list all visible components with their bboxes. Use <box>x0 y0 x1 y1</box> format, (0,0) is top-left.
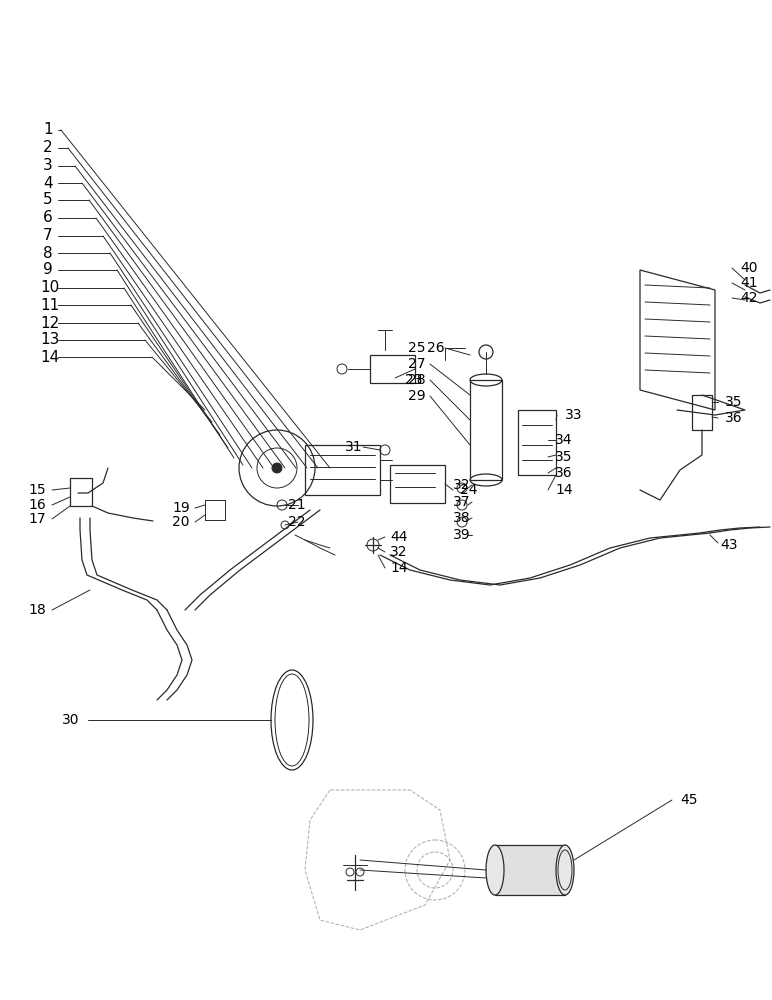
Text: 36: 36 <box>555 466 573 480</box>
Text: 1: 1 <box>43 122 52 137</box>
Text: 32: 32 <box>390 545 408 559</box>
Bar <box>370 355 415 383</box>
Text: 45: 45 <box>680 793 697 807</box>
Text: 30: 30 <box>62 713 80 727</box>
Text: 23: 23 <box>405 373 422 387</box>
Text: 12: 12 <box>40 316 59 330</box>
Text: 17: 17 <box>28 512 46 526</box>
Text: 38: 38 <box>453 511 471 525</box>
Text: 44: 44 <box>390 530 408 544</box>
Text: 10: 10 <box>40 280 59 296</box>
Text: 21: 21 <box>288 498 306 512</box>
Text: 7: 7 <box>43 229 52 243</box>
Text: 2: 2 <box>43 140 52 155</box>
Text: 24: 24 <box>460 483 478 497</box>
Text: 5: 5 <box>43 192 52 208</box>
Text: 15: 15 <box>28 483 46 497</box>
Text: 40: 40 <box>740 261 757 275</box>
Text: 4: 4 <box>43 176 52 190</box>
Text: 35: 35 <box>725 395 743 409</box>
Text: 25: 25 <box>408 341 425 355</box>
Text: 43: 43 <box>720 538 737 552</box>
Text: 11: 11 <box>40 298 59 312</box>
Bar <box>495 845 565 895</box>
Text: 31: 31 <box>345 440 363 454</box>
Bar <box>518 410 556 475</box>
Text: 6: 6 <box>43 211 52 226</box>
Text: 18: 18 <box>28 603 46 617</box>
Text: 37: 37 <box>453 495 470 509</box>
Text: 22: 22 <box>288 515 306 529</box>
Text: 32: 32 <box>453 478 470 492</box>
Text: 3: 3 <box>43 158 52 174</box>
Text: 14: 14 <box>390 561 408 575</box>
Ellipse shape <box>486 845 504 895</box>
Bar <box>470 380 502 480</box>
Bar <box>70 478 92 506</box>
Text: 26: 26 <box>427 341 445 355</box>
Text: 27: 27 <box>408 357 425 371</box>
Text: 14: 14 <box>40 350 59 364</box>
Text: 28: 28 <box>408 373 425 387</box>
Text: 42: 42 <box>740 291 757 305</box>
Text: 36: 36 <box>725 411 743 425</box>
Bar <box>692 395 712 430</box>
Bar <box>305 445 380 495</box>
Text: 39: 39 <box>453 528 471 542</box>
Text: 13: 13 <box>40 332 59 348</box>
Bar <box>390 465 445 503</box>
Text: 20: 20 <box>172 515 189 529</box>
Text: 8: 8 <box>43 245 52 260</box>
Text: 9: 9 <box>43 262 52 277</box>
Text: 34: 34 <box>555 433 573 447</box>
Text: 41: 41 <box>740 276 757 290</box>
Text: 35: 35 <box>555 450 573 464</box>
Text: 16: 16 <box>28 498 46 512</box>
Ellipse shape <box>556 845 574 895</box>
Text: 29: 29 <box>408 389 425 403</box>
Text: 33: 33 <box>565 408 583 422</box>
Circle shape <box>272 463 282 473</box>
Text: 19: 19 <box>172 501 190 515</box>
Text: 14: 14 <box>555 483 573 497</box>
